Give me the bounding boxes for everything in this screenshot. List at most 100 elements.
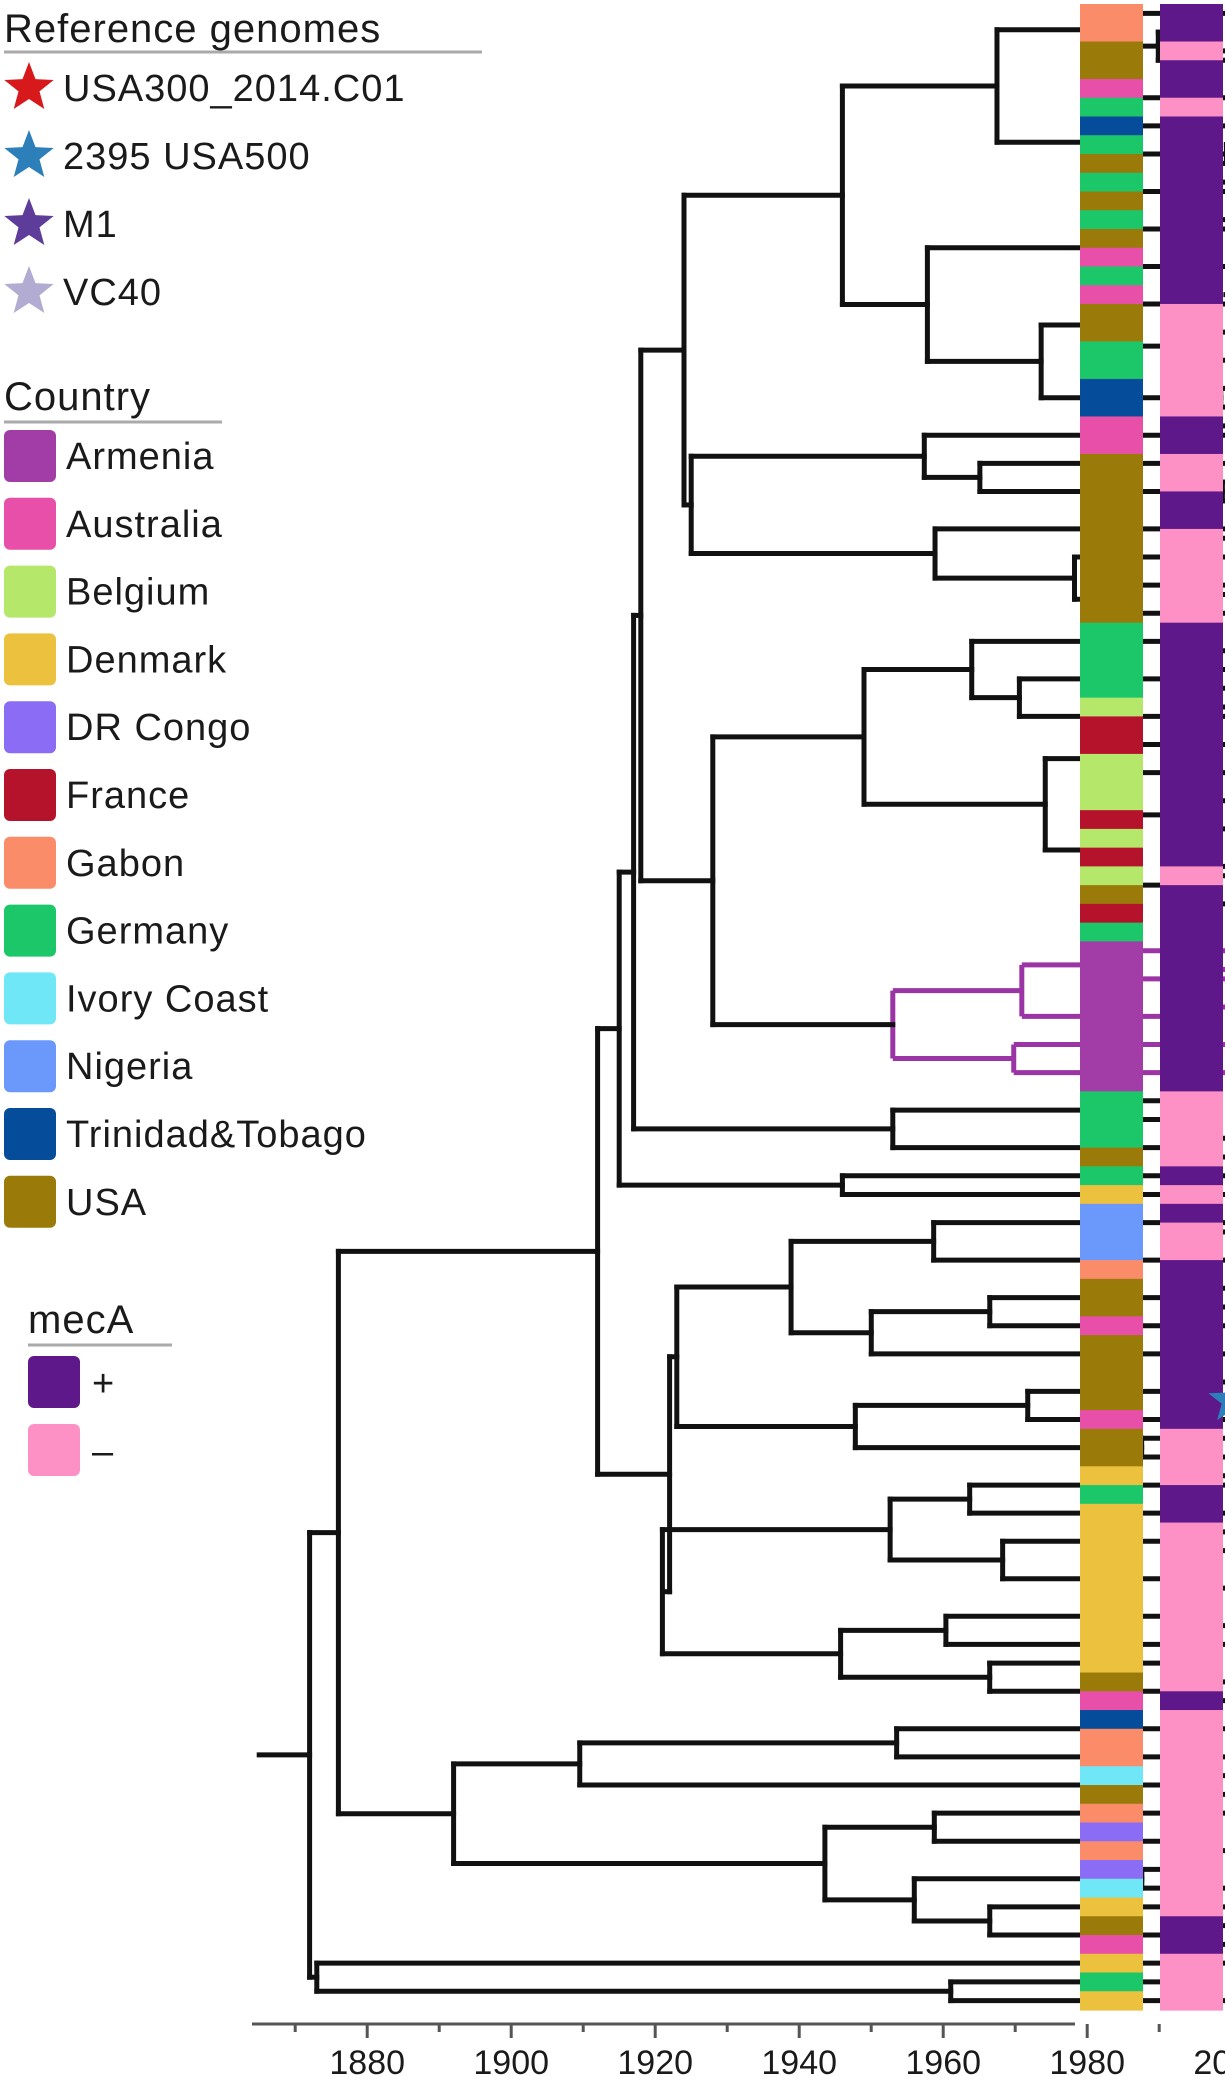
legend-country-label: DR Congo — [66, 707, 251, 749]
legend-country-swatch — [4, 904, 56, 957]
country-cell — [1080, 1841, 1143, 1861]
country-cell — [1080, 922, 1143, 942]
legend-meca-swatch — [28, 1424, 80, 1476]
country-cell — [1080, 1635, 1143, 1655]
legend-country-swatch — [4, 769, 56, 821]
meca-cell — [1160, 1222, 1223, 1242]
country-cell — [1080, 303, 1143, 324]
country-cell — [1080, 510, 1143, 530]
country-cell — [1080, 1053, 1143, 1074]
legend-country-swatch — [4, 972, 56, 1025]
country-cell — [1080, 566, 1143, 586]
country-cell — [1080, 1541, 1143, 1561]
legend-reference-label: M1 — [63, 204, 118, 246]
meca-cell — [1160, 397, 1223, 418]
country-cell — [1080, 491, 1143, 511]
meca-cell — [1160, 1597, 1223, 1617]
meca-cell — [1160, 22, 1223, 43]
meca-cell — [1160, 491, 1223, 511]
meca-cell — [1160, 828, 1223, 849]
legend-reference-title: Reference genomes — [4, 7, 381, 51]
meca-cell — [1160, 1391, 1223, 1411]
country-cell — [1080, 1410, 1143, 1430]
legend-reference-label: 2395 USA500 — [63, 136, 311, 178]
country-cell — [1080, 172, 1143, 193]
reference-stars — [1208, 1392, 1225, 1421]
country-cell — [1080, 678, 1143, 699]
legend-country-swatch — [4, 836, 56, 889]
legend-reference-star-icon — [4, 130, 54, 177]
meca-cell — [1160, 1016, 1223, 1036]
country-cell — [1080, 772, 1143, 793]
meca-cell — [1160, 435, 1223, 455]
legend-country-label: France — [66, 775, 190, 817]
meca-cell — [1160, 1653, 1223, 1674]
meca-cell — [1160, 1485, 1223, 1505]
country-cell — [1080, 1260, 1143, 1280]
meca-cell — [1160, 1728, 1223, 1749]
meca-cell — [1160, 1935, 1223, 1955]
meca-cell — [1160, 1447, 1223, 1467]
meca-cell — [1160, 1428, 1223, 1449]
meca-cell — [1160, 1091, 1223, 1111]
meca-cell — [1160, 1747, 1223, 1767]
country-cell — [1080, 378, 1143, 399]
country-cell — [1080, 60, 1143, 80]
meca-cell — [1160, 1785, 1223, 1805]
meca-cell — [1160, 960, 1223, 980]
country-cell — [1080, 1822, 1143, 1842]
country-cell — [1080, 1035, 1143, 1055]
country-cell — [1080, 866, 1143, 886]
meca-cell — [1160, 1916, 1223, 1936]
country-cell — [1080, 1222, 1143, 1242]
country-cell — [1080, 1466, 1143, 1486]
legend-country-label: Gabon — [66, 843, 185, 885]
meca-cell — [1160, 97, 1223, 118]
country-cell — [1080, 1128, 1143, 1149]
meca-cell — [1160, 1953, 1223, 1974]
country-cell — [1080, 1203, 1143, 1224]
country-cell — [1080, 41, 1143, 61]
meca-cell — [1160, 360, 1223, 380]
legend-country-swatch — [4, 430, 56, 482]
legend-country-swatch — [4, 1175, 56, 1228]
axis-tick-label: 1920 — [617, 2044, 693, 2082]
country-cell — [1080, 660, 1143, 680]
meca-cell — [1160, 60, 1223, 80]
legend-country-label: Denmark — [66, 639, 227, 681]
legend-meca-label: – — [92, 1431, 114, 1473]
meca-cell — [1160, 1897, 1223, 1917]
country-cell — [1080, 903, 1143, 924]
country-cell — [1080, 1447, 1143, 1467]
meca-cell — [1160, 1522, 1223, 1542]
meca-cell — [1160, 135, 1223, 155]
legend-country-label: Australia — [66, 504, 223, 546]
legend-country-label: Nigeria — [66, 1046, 193, 1088]
legend-reference-star-icon — [4, 266, 54, 313]
country-cell — [1080, 78, 1143, 99]
country-cell — [1080, 1653, 1143, 1674]
country-cell — [1080, 1991, 1143, 2011]
country-cell — [1080, 978, 1143, 999]
legend-country-label: Armenia — [66, 436, 215, 478]
country-cell — [1080, 1147, 1143, 1167]
country-cell — [1080, 22, 1143, 43]
meca-cell — [1160, 1297, 1223, 1317]
meca-cell — [1160, 1672, 1223, 1692]
country-cell — [1080, 1766, 1143, 1786]
meca-cell — [1160, 4, 1223, 24]
country-cell — [1080, 1972, 1143, 1992]
meca-cell — [1160, 116, 1223, 136]
meca-cell — [1160, 1241, 1223, 1261]
meca-cell — [1160, 1578, 1223, 1599]
country-cell — [1080, 1785, 1143, 1805]
legend-country-swatch — [4, 1040, 56, 1093]
meca-cell — [1160, 1110, 1223, 1130]
country-cell — [1080, 1616, 1143, 1636]
country-cell — [1080, 585, 1143, 605]
meca-cell — [1160, 1410, 1223, 1430]
meca-cell — [1160, 678, 1223, 699]
country-cell — [1080, 1953, 1143, 1974]
meca-cell — [1160, 1166, 1223, 1186]
